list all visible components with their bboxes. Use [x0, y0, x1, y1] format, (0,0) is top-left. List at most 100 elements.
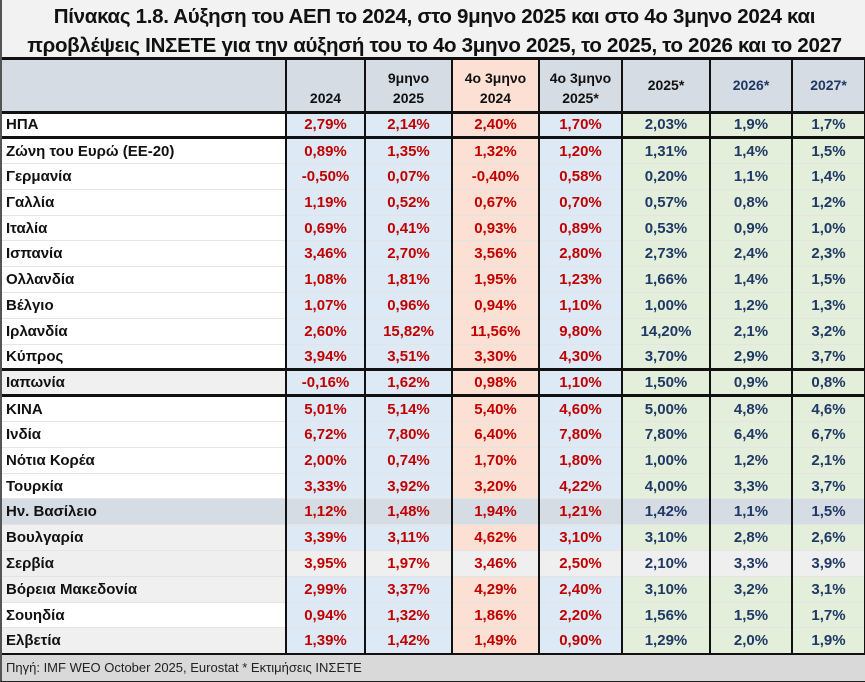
value-q4-2025: 7,80%	[538, 421, 623, 448]
value-2024: 5,01%	[285, 395, 366, 423]
value-q4-2024: 3,20%	[451, 473, 540, 500]
value-2027-forecast: 6,7%	[791, 421, 865, 448]
value-q4-2025: 0,58%	[538, 163, 623, 190]
table-row: Ελβετία 1,39% 1,42% 1,49% 0,90% 1,29% 2,0% 1,9%	[2, 627, 865, 655]
value-2025-forecast: 1,29%	[621, 627, 711, 655]
value-2026-forecast: 0,9%	[709, 215, 793, 242]
value-q4-2024: 1,95%	[451, 266, 540, 294]
value-q4-2024: 1,49%	[451, 627, 540, 655]
table-row: Ισπανία 3,46% 2,70% 3,56% 2,80% 2,73% 2,4% 2,3%	[2, 240, 865, 268]
value-q4-2024: 1,32%	[451, 137, 540, 165]
value-9m-2025: 0,96%	[364, 292, 453, 319]
footer-row: Πηγή: IMF WEO October 2025, Eurostat * Ε…	[2, 652, 865, 681]
country-name: Ελβετία	[2, 627, 287, 655]
value-9m-2025: 0,07%	[364, 163, 453, 190]
value-2025-forecast: 1,00%	[621, 447, 711, 474]
table-row: Ιρλανδία 2,60% 15,82% 11,56% 9,80% 14,20% 2,1%…	[2, 318, 865, 345]
value-q4-2024: -0,40%	[451, 163, 540, 190]
value-2024: 2,79%	[285, 112, 366, 140]
value-2025-forecast: 1,50%	[621, 369, 711, 398]
value-2027-forecast: 1,2%	[791, 189, 865, 216]
value-q4-2024: 3,30%	[451, 344, 540, 372]
value-q4-2025: 1,23%	[538, 266, 623, 294]
value-2027-forecast: 1,5%	[791, 137, 865, 165]
country-name: Ινδία	[2, 421, 287, 448]
country-name: Ην. Βασίλειο	[2, 498, 287, 526]
value-q4-2025: 2,50%	[538, 550, 623, 577]
table-row: Νότια Κορέα 2,00% 0,74% 1,70% 1,80% 1,00% 1,2%…	[2, 447, 865, 474]
value-q4-2024: 4,62%	[451, 524, 540, 552]
value-2025-forecast: 7,80%	[621, 421, 711, 448]
value-2025-forecast: 2,03%	[621, 112, 711, 140]
value-q4-2025: 1,21%	[538, 498, 623, 526]
value-2027-forecast: 2,1%	[791, 447, 865, 474]
value-2027-forecast: 3,1%	[791, 576, 865, 603]
country-name: Βόρεια Μακεδονία	[2, 576, 287, 603]
country-name: Σουηδία	[2, 602, 287, 629]
country-name: Ιαπωνία	[2, 369, 287, 398]
value-2025-forecast: 1,56%	[621, 602, 711, 629]
country-name: Βουλγαρία	[2, 524, 287, 552]
value-2026-forecast: 2,1%	[709, 318, 793, 345]
country-name: Ζώνη του Ευρώ (ΕΕ-20)	[2, 137, 287, 165]
gdp-growth-table: 2024 9μηνο 2025 4ο 3μηνο 2024 4ο 3μηνο 2025…	[2, 60, 865, 681]
value-2027-forecast: 1,5%	[791, 498, 865, 526]
value-9m-2025: 15,82%	[364, 318, 453, 345]
value-2024: 1,07%	[285, 292, 366, 319]
value-2027-forecast: 1,4%	[791, 163, 865, 190]
value-2025-forecast: 0,57%	[621, 189, 711, 216]
header-9m-2025: 9μηνο 2025	[364, 60, 453, 114]
country-name: Τουρκία	[2, 473, 287, 500]
value-q4-2025: 4,22%	[538, 473, 623, 500]
value-9m-2025: 1,32%	[364, 602, 453, 629]
header-2027-forecast: 2027*	[791, 60, 865, 114]
value-9m-2025: 2,70%	[364, 240, 453, 268]
value-2026-forecast: 3,2%	[709, 576, 793, 603]
value-2026-forecast: 1,2%	[709, 292, 793, 319]
table-row: Ιαπωνία -0,16% 1,62% 0,98% 1,10% 1,50% 0,9% 0,8…	[2, 369, 865, 398]
value-q4-2024: 1,70%	[451, 447, 540, 474]
value-q4-2025: 0,70%	[538, 189, 623, 216]
table-row: Κύπρος 3,94% 3,51% 3,30% 4,30% 3,70% 2,9% 3,7%	[2, 344, 865, 372]
value-q4-2024: 6,40%	[451, 421, 540, 448]
value-q4-2025: 1,80%	[538, 447, 623, 474]
table-row: Βέλγιο 1,07% 0,96% 0,94% 1,10% 1,00% 1,2% 1,3%	[2, 292, 865, 319]
table-row: Βόρεια Μακεδονία 2,99% 3,37% 4,29% 2,40% 3,10…	[2, 576, 865, 603]
value-2025-forecast: 5,00%	[621, 395, 711, 423]
table-row: Σουηδία 0,94% 1,32% 1,86% 2,20% 1,56% 1,5% 1,7%	[2, 602, 865, 629]
header-q4-2024: 4ο 3μηνο 2024	[451, 60, 540, 114]
country-name: Νότια Κορέα	[2, 447, 287, 474]
value-2027-forecast: 2,3%	[791, 240, 865, 268]
value-2027-forecast: 0,8%	[791, 369, 865, 398]
value-q4-2024: 1,94%	[451, 498, 540, 526]
value-q4-2025: 1,10%	[538, 292, 623, 319]
value-2025-forecast: 0,53%	[621, 215, 711, 242]
value-2025-forecast: 3,70%	[621, 344, 711, 372]
value-2027-forecast: 3,7%	[791, 473, 865, 500]
value-2025-forecast: 1,42%	[621, 498, 711, 526]
value-2026-forecast: 3,3%	[709, 550, 793, 577]
country-name: ΚΙΝΑ	[2, 395, 287, 423]
value-2027-forecast: 1,9%	[791, 627, 865, 655]
value-2024: 3,95%	[285, 550, 366, 577]
country-name: Κύπρος	[2, 344, 287, 372]
value-9m-2025: 5,14%	[364, 395, 453, 423]
value-q4-2025: 2,80%	[538, 240, 623, 268]
value-q4-2024: 4,29%	[451, 576, 540, 603]
value-q4-2025: 9,80%	[538, 318, 623, 345]
value-9m-2025: 7,80%	[364, 421, 453, 448]
country-name: Γερμανία	[2, 163, 287, 190]
value-2024: 1,19%	[285, 189, 366, 216]
value-2026-forecast: 1,4%	[709, 137, 793, 165]
value-2024: 3,39%	[285, 524, 366, 552]
header-2026-forecast: 2026*	[709, 60, 793, 114]
value-q4-2025: 1,70%	[538, 112, 623, 140]
value-9m-2025: 2,14%	[364, 112, 453, 140]
value-2026-forecast: 6,4%	[709, 421, 793, 448]
value-9m-2025: 3,51%	[364, 344, 453, 372]
value-2026-forecast: 0,8%	[709, 189, 793, 216]
value-9m-2025: 0,41%	[364, 215, 453, 242]
value-q4-2024: 0,98%	[451, 369, 540, 398]
header-row: 2024 9μηνο 2025 4ο 3μηνο 2024 4ο 3μηνο 2025…	[2, 60, 865, 114]
value-9m-2025: 1,48%	[364, 498, 453, 526]
